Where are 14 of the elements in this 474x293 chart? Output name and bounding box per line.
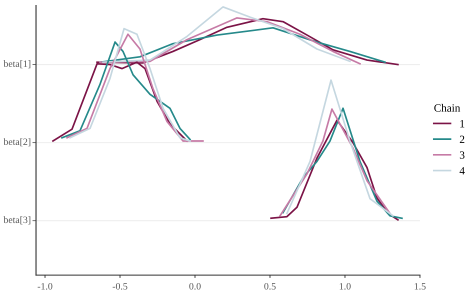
x-tick-label: 1.5 [414,283,426,290]
ref-line-label: beta[1] [4,60,30,68]
ref-line-label: beta[3] [4,216,30,224]
legend-title: Chain [434,104,460,112]
x-tick-label: 1.0 [340,283,351,290]
legend-label: 3 [460,151,464,159]
x-tick-label: -0.5 [112,283,128,290]
legend-label: 2 [460,136,464,144]
legend-label: 1 [460,120,464,128]
x-tick-label: -1.0 [38,283,52,290]
ref-line-label: beta[2] [4,138,30,146]
x-tick-label: 0.5 [264,283,276,290]
legend-label: 4 [460,167,465,174]
x-tick-label: 0.0 [189,283,201,290]
